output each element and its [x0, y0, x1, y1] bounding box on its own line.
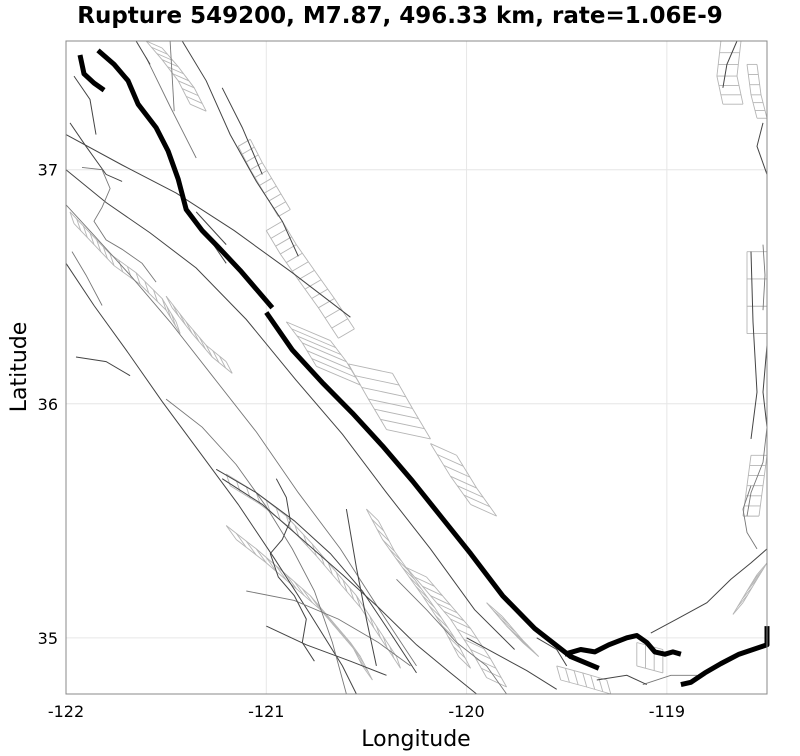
x-tick-label: -121	[248, 702, 284, 721]
x-tick-label: -120	[448, 702, 484, 721]
fault-trace	[266, 625, 387, 676]
fault-trace	[65, 263, 357, 695]
y-tick-label: 35	[38, 629, 58, 648]
map-grid	[65, 41, 767, 694]
fault-surface	[285, 321, 361, 386]
x-axis-ticks: -122 -121 -120 -119	[48, 702, 685, 721]
fault-surface	[225, 473, 401, 669]
x-tick-label: -122	[48, 702, 84, 721]
fault-trace	[750, 251, 758, 439]
rupture-segment	[680, 626, 770, 688]
fault-surface	[716, 40, 744, 105]
fault-trace	[642, 674, 697, 686]
rupture-segment	[264, 311, 600, 671]
fault-trace	[742, 485, 758, 550]
fault-trace	[135, 40, 151, 65]
y-tick-label: 37	[38, 161, 58, 180]
fault-trace	[165, 398, 347, 695]
fault-trace	[762, 244, 766, 311]
fault-surface	[69, 211, 181, 334]
fault-trace	[69, 122, 123, 182]
fault-trace	[181, 40, 299, 257]
fault-trace	[396, 578, 507, 695]
fault-surfaces-layer	[69, 40, 768, 695]
rupture-segment	[563, 633, 682, 657]
fault-trace	[73, 75, 97, 135]
fault-surface	[237, 138, 291, 217]
fault-trace	[215, 468, 417, 674]
x-tick-label: -119	[649, 702, 685, 721]
fault-surface	[430, 443, 497, 517]
fault-trace	[221, 87, 263, 175]
fault-trace	[722, 40, 738, 88]
fault-trace	[746, 427, 768, 517]
fault-trace	[246, 590, 411, 667]
rupture-segment	[77, 54, 106, 93]
y-tick-label: 36	[38, 395, 58, 414]
fault-surface	[556, 665, 612, 695]
fault-surface	[225, 525, 373, 681]
fault-trace	[71, 251, 103, 306]
fault-trace	[169, 40, 175, 112]
fault-surface	[742, 454, 768, 517]
fault-surface	[165, 295, 233, 374]
fault-trace	[269, 478, 315, 662]
fault-trace	[345, 509, 377, 667]
fault-trace	[65, 204, 417, 667]
x-axis-label: Longitude	[361, 727, 470, 752]
fault-trace	[762, 345, 768, 428]
fault-surface	[145, 40, 207, 112]
y-axis-ticks: 35 36 37	[38, 161, 58, 648]
fault-surface	[746, 63, 768, 119]
fault-trace	[756, 122, 768, 175]
fault-surface	[486, 602, 540, 657]
fault-surface	[406, 567, 507, 688]
fault-surface	[348, 363, 431, 440]
fault-trace	[81, 166, 157, 283]
fault-surface	[732, 562, 768, 615]
fault-trace	[65, 134, 351, 318]
fault-trace	[145, 57, 197, 159]
rupture-layer	[77, 48, 770, 688]
map-title: Rupture 549200, M7.87, 496.33 km, rate=1…	[77, 3, 723, 29]
fault-trace	[596, 674, 648, 686]
fault-trace	[466, 637, 557, 690]
rupture-segment	[96, 48, 275, 310]
map-frame	[65, 40, 768, 695]
fault-trace	[650, 548, 768, 634]
fault-surface	[265, 220, 355, 339]
fault-trace	[221, 478, 477, 695]
fault-trace	[65, 169, 515, 650]
fault-trace	[195, 211, 227, 245]
fault-trace	[75, 356, 131, 377]
fault-traces-layer	[65, 40, 768, 695]
y-axis-label: Latitude	[7, 322, 32, 413]
fault-trace	[536, 637, 568, 667]
